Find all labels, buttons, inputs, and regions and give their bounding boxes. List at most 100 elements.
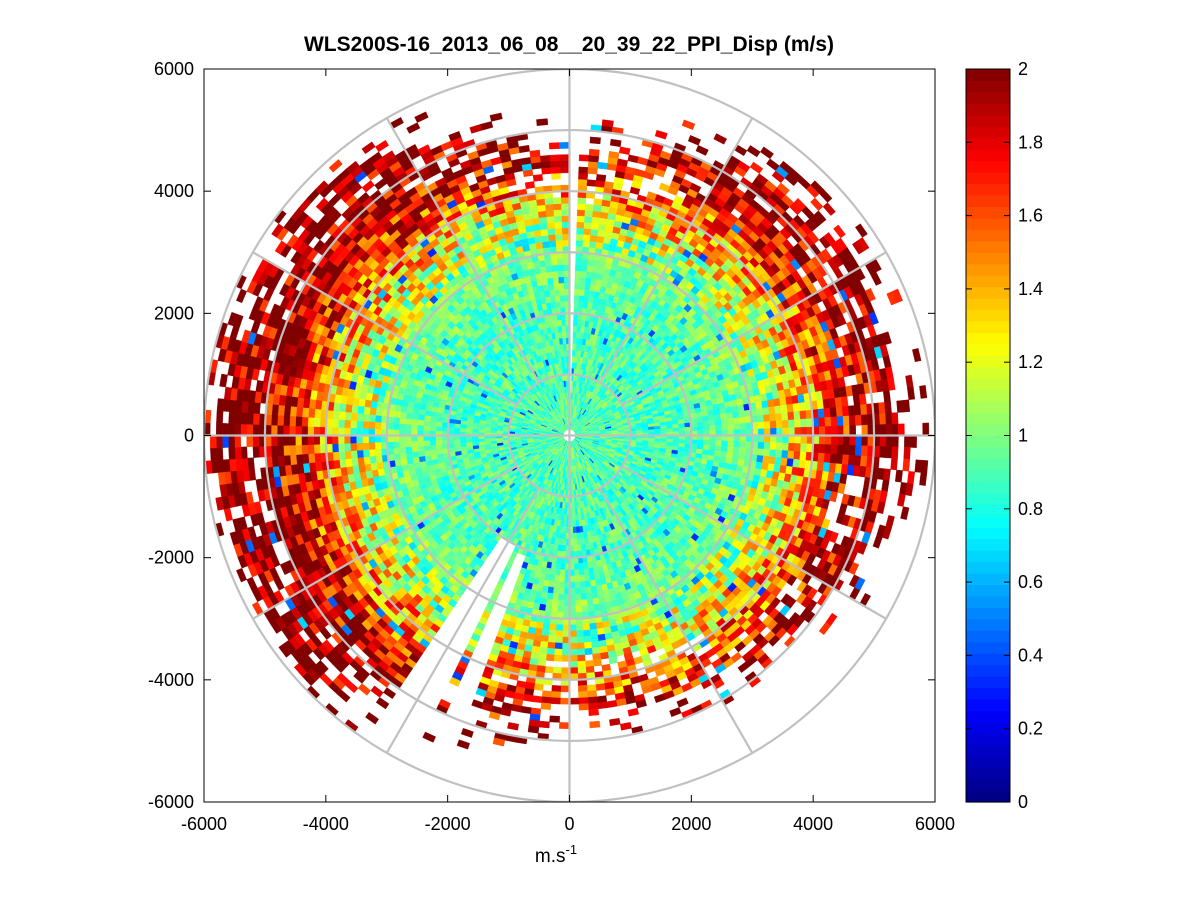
ppi-cell bbox=[787, 411, 795, 421]
ppi-cell bbox=[732, 411, 740, 419]
ppi-cell bbox=[577, 203, 586, 211]
ppi-cell bbox=[687, 135, 702, 146]
ppi-cell bbox=[546, 641, 556, 650]
ppi-cell bbox=[540, 634, 549, 643]
ppi-cell bbox=[549, 715, 560, 723]
ppi-cell bbox=[578, 301, 584, 309]
ppi-cell bbox=[541, 628, 550, 637]
ppi-cell bbox=[849, 425, 857, 436]
ppi-cell bbox=[739, 441, 747, 449]
ppi-cell bbox=[884, 401, 892, 414]
ppi-cell bbox=[558, 581, 565, 589]
ppi-cell bbox=[595, 683, 606, 691]
ppi-cell bbox=[577, 685, 588, 693]
ppi-cell bbox=[800, 418, 808, 428]
ppi-cell bbox=[609, 138, 622, 148]
ppi-cell bbox=[589, 628, 598, 637]
ppi-cell bbox=[879, 424, 887, 436]
ppi-cell bbox=[583, 574, 591, 582]
ppi-cell bbox=[544, 666, 554, 674]
ppi-cell bbox=[879, 446, 887, 458]
ppi-cell bbox=[678, 423, 686, 429]
ppi-cell bbox=[843, 425, 850, 436]
ppi-cell bbox=[792, 458, 800, 469]
ppi-cell bbox=[798, 459, 807, 469]
ppi-cell bbox=[554, 568, 561, 576]
ppi-cell bbox=[830, 444, 838, 455]
ppi-cell bbox=[590, 634, 599, 643]
ppi-cell bbox=[882, 468, 891, 481]
ppi-cell bbox=[559, 722, 570, 729]
ppi-cell bbox=[591, 646, 601, 655]
ppi-cell bbox=[573, 544, 578, 552]
ppi-cell bbox=[547, 635, 556, 643]
ppi-cell bbox=[576, 209, 586, 217]
ppi-cell bbox=[569, 642, 578, 650]
ppi-cell bbox=[569, 655, 578, 662]
ppi-cell bbox=[597, 701, 608, 710]
ppi-cell bbox=[562, 526, 567, 534]
ppi-cell bbox=[721, 424, 729, 431]
ppi-cell bbox=[896, 400, 904, 413]
ppi-cell bbox=[592, 653, 602, 661]
ppi-cell bbox=[579, 282, 586, 290]
ppi-cell bbox=[793, 410, 801, 420]
ppi-cell bbox=[885, 412, 893, 425]
ppi-cell bbox=[579, 587, 587, 595]
ppi-cell bbox=[572, 532, 577, 540]
ppi-cell bbox=[555, 562, 561, 570]
ppi-cell bbox=[786, 458, 794, 468]
ppi-cell bbox=[763, 421, 771, 429]
ppi-cell bbox=[604, 181, 615, 190]
ppi-cell bbox=[666, 424, 674, 429]
ppi-cell bbox=[574, 593, 582, 601]
ppi-cell bbox=[580, 593, 587, 601]
ppi-cell bbox=[592, 204, 602, 212]
ppi-cell bbox=[817, 408, 825, 419]
ppi-cell bbox=[738, 416, 746, 424]
ppi-cell bbox=[836, 444, 844, 455]
ppi-cell bbox=[695, 416, 704, 423]
ppi-cell bbox=[575, 526, 580, 534]
ppi-cell bbox=[576, 233, 584, 241]
ppi-cell bbox=[879, 413, 887, 425]
ppi-cell bbox=[579, 574, 586, 582]
ppi-cell bbox=[578, 703, 589, 711]
ppi-cell bbox=[836, 416, 844, 427]
ppi-cell bbox=[592, 603, 601, 612]
ppi-cell bbox=[780, 404, 788, 414]
ppi-cell bbox=[762, 455, 770, 464]
ppi-cell bbox=[788, 419, 796, 429]
ppi-cell bbox=[589, 136, 601, 145]
ppi-cell bbox=[608, 656, 618, 665]
ppi-cell bbox=[583, 635, 592, 643]
ppi-cell bbox=[824, 444, 832, 455]
ppi-cell bbox=[569, 661, 578, 668]
ppi-cell bbox=[587, 690, 598, 698]
ppi-cell bbox=[577, 197, 587, 205]
ppi-cell bbox=[755, 461, 763, 470]
ppi-cell bbox=[587, 604, 595, 612]
ppi-cell bbox=[786, 403, 794, 413]
ppi-cell bbox=[829, 453, 838, 464]
ppi-cell bbox=[831, 425, 838, 436]
ppi-cell bbox=[588, 573, 596, 581]
ppi-cell bbox=[576, 642, 585, 650]
ppi-cell bbox=[590, 222, 600, 231]
ppi-cell bbox=[554, 636, 563, 644]
ppi-cell bbox=[878, 402, 886, 415]
ppi-cell bbox=[583, 228, 592, 236]
ppi-cell bbox=[793, 451, 801, 461]
ppi-cell bbox=[757, 441, 765, 450]
ppi-cell bbox=[672, 423, 680, 429]
ppi-cell bbox=[774, 456, 782, 466]
ppi-cell bbox=[709, 440, 716, 446]
ppi-cell bbox=[787, 450, 795, 460]
ppi-cell bbox=[831, 435, 838, 446]
ppi-cell bbox=[527, 725, 540, 734]
ppi-cell bbox=[554, 642, 563, 650]
ppi-cell bbox=[572, 538, 578, 546]
ppi-cell bbox=[725, 406, 733, 414]
ppi-cell bbox=[583, 568, 590, 576]
